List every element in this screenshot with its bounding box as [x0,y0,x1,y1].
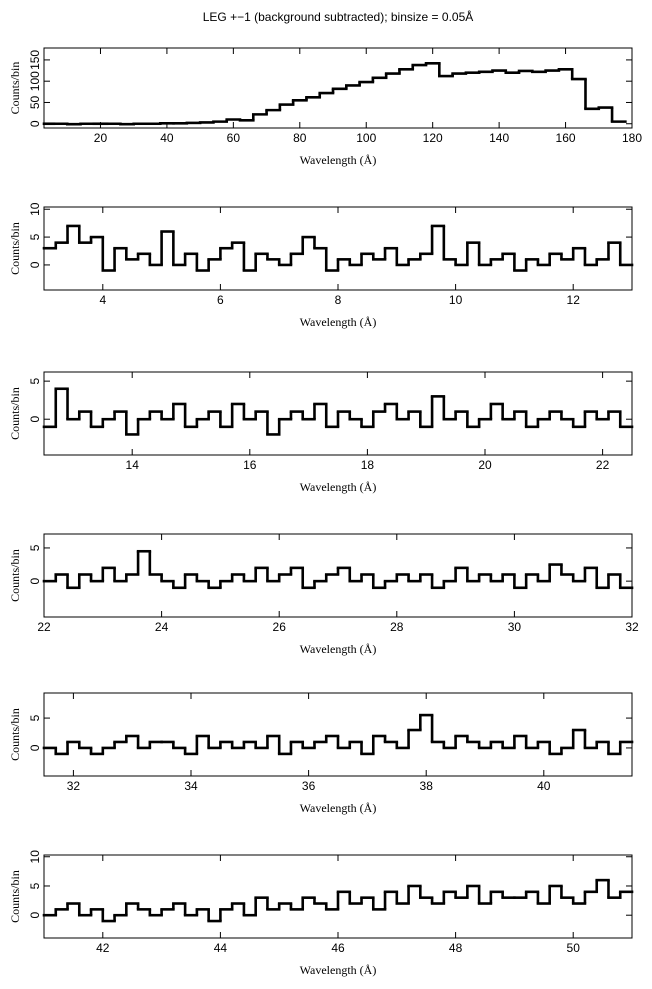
x-tick-label: 80 [293,131,307,145]
y-tick-label: 5 [28,714,42,721]
y-tick-label: 5 [28,544,42,551]
y-tick-label: 100 [28,71,42,91]
x-axis-label: Wavelength (Å) [300,963,377,977]
x-axis-label: Wavelength (Å) [300,480,377,494]
x-tick-label: 44 [214,941,228,955]
x-tick-label: 40 [537,779,551,793]
y-tick-label: 150 [28,50,42,70]
plot-frame [43,692,633,777]
y-axis-label: Counts/bin [8,870,22,923]
y-tick-label: 0 [28,577,42,584]
x-axis-label: Wavelength (Å) [300,153,377,167]
y-tick-label: 5 [28,377,42,384]
plot-frame [43,47,633,129]
x-tick-label: 100 [356,131,376,145]
plot-frame [43,371,633,456]
x-tick-label: 22 [596,458,610,472]
x-tick-label: 30 [508,620,522,634]
x-tick-label: 140 [489,131,509,145]
step-riser [54,715,622,754]
x-tick-label: 22 [37,620,51,634]
x-tick-label: 10 [449,293,463,307]
x-tick-label: 60 [227,131,241,145]
x-tick-label: 26 [273,620,287,634]
step-riser [54,880,622,922]
y-tick-label: 50 [28,95,42,109]
x-tick-label: 180 [622,131,642,145]
x-tick-label: 24 [155,620,169,634]
x-tick-label: 160 [556,131,576,145]
x-tick-label: 16 [243,458,257,472]
plot-frame [43,533,633,618]
y-tick-label: 10 [28,850,42,864]
x-tick-label: 12 [567,293,581,307]
y-axis-label: Counts/bin [8,222,22,275]
x-tick-label: 32 [67,779,81,793]
y-tick-label: 0 [28,912,42,919]
x-tick-label: 6 [217,293,224,307]
x-tick-label: 4 [99,293,106,307]
x-tick-label: 20 [94,131,108,145]
y-tick-label: 0 [28,120,42,127]
x-tick-label: 20 [478,458,492,472]
plot-frame [43,206,633,291]
y-tick-label: 0 [28,416,42,423]
x-tick-label: 120 [423,131,443,145]
y-axis-label: Counts/bin [8,387,22,440]
y-axis-label: Counts/bin [8,708,22,761]
x-tick-label: 42 [96,941,110,955]
y-axis-label: Counts/bin [8,62,22,115]
step-riser [54,225,622,271]
x-tick-label: 34 [184,779,198,793]
x-axis-label: Wavelength (Å) [300,801,377,815]
x-tick-label: 48 [449,941,463,955]
y-tick-label: 0 [28,744,42,751]
y-axis-label: Counts/bin [8,549,22,602]
x-tick-label: 50 [567,941,581,955]
y-tick-label: 5 [28,233,42,240]
step-riser [54,551,622,588]
x-tick-label: 46 [331,941,345,955]
step-riser [54,388,622,435]
chart-title: LEG +−1 (background subtracted); binsize… [203,9,474,24]
x-tick-label: 14 [126,458,140,472]
x-tick-label: 18 [361,458,375,472]
x-tick-label: 38 [420,779,434,793]
x-tick-label: 40 [160,131,174,145]
plot-frame [43,854,633,939]
x-tick-label: 8 [335,293,342,307]
y-tick-label: 5 [28,882,42,889]
x-tick-label: 32 [625,620,639,634]
x-tick-label: 36 [302,779,316,793]
y-tick-label: 10 [28,202,42,216]
y-tick-label: 0 [28,261,42,268]
x-axis-label: Wavelength (Å) [300,315,377,329]
x-axis-label: Wavelength (Å) [300,642,377,656]
x-tick-label: 28 [390,620,404,634]
